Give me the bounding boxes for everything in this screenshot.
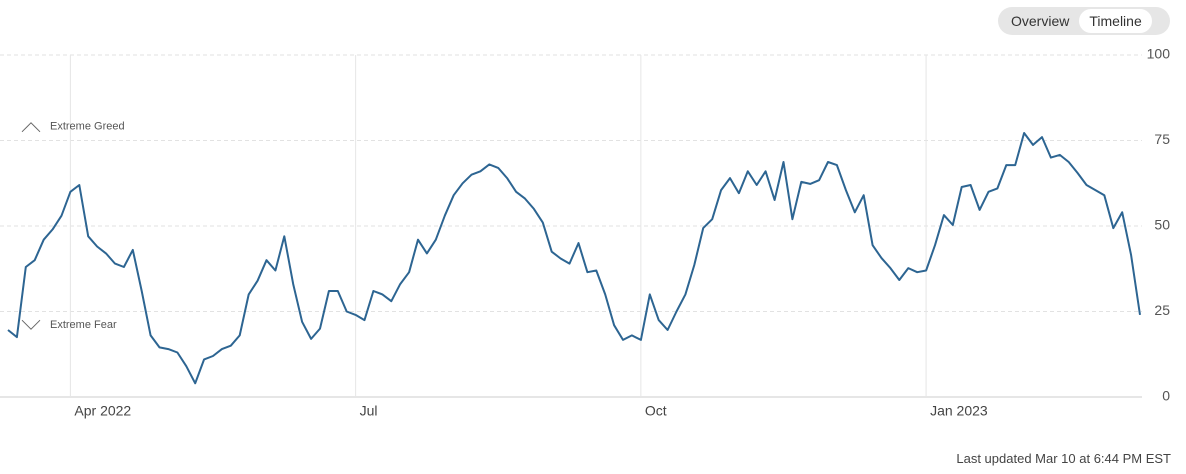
annotation: Extreme Greed <box>50 121 125 133</box>
annotation-icon <box>21 319 41 330</box>
y-tick-label: 50 <box>1154 217 1170 233</box>
x-tick-label: Jan 2023 <box>930 403 988 419</box>
y-tick-label: 75 <box>1154 131 1170 147</box>
tab[interactable]: Timeline <box>1079 9 1152 33</box>
tab[interactable]: Overview <box>1011 13 1070 29</box>
last-updated: Last updated Mar 10 at 6:44 PM EST <box>956 451 1171 466</box>
annotation: Extreme Fear <box>50 319 117 331</box>
y-tick-label: 25 <box>1154 302 1170 318</box>
y-tick-label: 100 <box>1147 46 1171 62</box>
annotation-icon <box>21 122 41 133</box>
y-tick-label: 0 <box>1162 388 1170 404</box>
tab-switch: Overview Timeline <box>998 7 1170 35</box>
x-tick-label: Apr 2022 <box>74 403 131 419</box>
x-tick-label: Jul <box>360 403 378 419</box>
x-tick-label: Oct <box>645 403 667 419</box>
line <box>7 132 1141 385</box>
